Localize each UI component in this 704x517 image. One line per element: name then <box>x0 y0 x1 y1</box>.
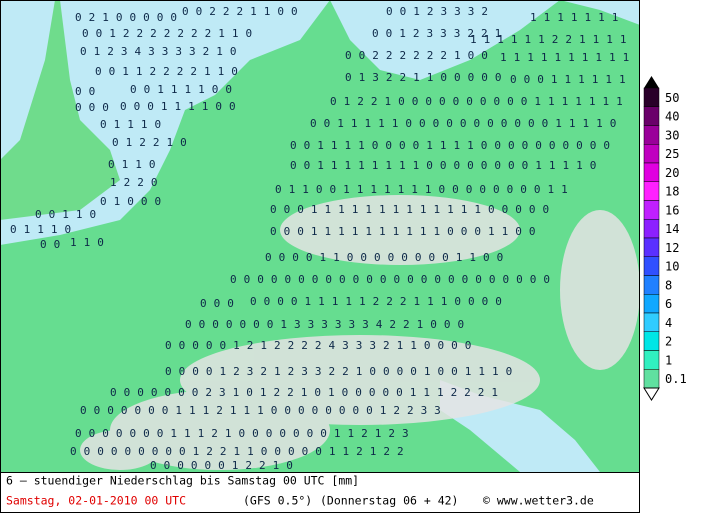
sea-north-east <box>560 0 640 25</box>
precip-row: 00011111111110001100 <box>270 225 542 238</box>
sea-atlantic <box>0 0 55 160</box>
footer-run: (Donnerstag 06 + 42) <box>320 494 458 508</box>
precip-row: 0122100000000001111111 <box>330 95 630 108</box>
footer-date: Samstag, 02-01-2010 00 UTC <box>6 494 186 508</box>
precip-row: 00000002310122101000001112221 <box>110 386 505 399</box>
colorbar-label: 18 <box>665 185 679 199</box>
colorbar-label: 30 <box>665 128 679 142</box>
colorbar-top-arrow <box>644 76 659 88</box>
carpathians <box>560 210 640 370</box>
precip-row: 00123332 <box>386 5 495 18</box>
precip-row: 02100000 <box>75 11 184 24</box>
precip-row: 000000000000000000000000 <box>230 273 557 286</box>
colorbar-segment <box>643 275 660 295</box>
colorbar-segment <box>643 369 660 389</box>
colorbar-bottom-arrow <box>643 387 660 401</box>
colorbar-label: 4 <box>665 316 672 330</box>
precip-row: 012343333210 <box>80 45 243 58</box>
precip-row: 110 <box>70 236 111 249</box>
precip-row: 0110 <box>108 158 163 171</box>
sea-baltic <box>330 0 560 80</box>
precip-row: 000 <box>200 297 241 310</box>
precip-row: 013221100000 <box>345 71 508 84</box>
precip-row: 000000011121110000000012233 <box>80 404 448 417</box>
colorbar-segment <box>643 87 660 107</box>
precip-row: 1111111 <box>530 11 625 24</box>
precip-row: 0000111112221110000 <box>250 295 509 308</box>
precip-row: 01110 <box>10 223 78 236</box>
precip-row: 000111111 <box>510 73 633 86</box>
colorbar-segment <box>643 294 660 314</box>
precip-row: 1111111111 <box>500 51 636 64</box>
colorbar-label: 25 <box>665 147 679 161</box>
precip-row: 0012333221 <box>372 27 508 40</box>
precip-row: 012210 <box>112 136 194 149</box>
colorbar-label: 10 <box>665 260 679 274</box>
precip-row: 000000013333334221000 <box>185 318 471 331</box>
colorbar-segment <box>643 256 660 276</box>
footer-box <box>0 472 640 513</box>
precip-row: 002221100 <box>182 5 305 18</box>
colorbar: 50 40 30 25 20 18 16 14 12 10 8 6 4 2 1 0.1 <box>643 76 687 401</box>
precip-row: 111111221111 <box>470 33 633 46</box>
colorbar-label: 12 <box>665 241 679 255</box>
colorbar-segment <box>643 350 660 370</box>
colorbar-segment <box>643 312 660 332</box>
colorbar-label: 2 <box>665 335 672 349</box>
colorbar-label: 40 <box>665 110 679 124</box>
massif <box>80 430 160 470</box>
precip-row: 0000000111210000000112123 <box>75 427 416 440</box>
precip-row: 001111000011110000000000 <box>290 139 617 152</box>
colorbar-label: 16 <box>665 203 679 217</box>
colorbar-label: 14 <box>665 222 679 236</box>
colorbar-segment <box>643 237 660 257</box>
precip-row: 01110 <box>100 118 168 131</box>
precip-row: 00 <box>75 85 102 98</box>
alps-west <box>110 390 330 470</box>
precip-row: 0000000001221100000112122 <box>70 445 411 458</box>
precip-row: 00111110000000000011110 <box>310 117 623 130</box>
colorbar-label: 50 <box>665 91 679 105</box>
precip-row: 00 <box>40 238 67 251</box>
precip-row: 00110 <box>35 208 103 221</box>
precip-row: 000 <box>75 101 116 114</box>
colorbar-label: 8 <box>665 278 672 292</box>
precip-row: 00000121222243332110000 <box>165 339 478 352</box>
footer-model: (GFS 0.5°) <box>243 494 312 508</box>
precip-row: 000111100 <box>120 100 243 113</box>
colorbar-segment <box>643 219 660 239</box>
precip-row: 000111111111111100000 <box>270 203 556 216</box>
footer-title: 6 – stuendiger Niederschlag bis Samstag … <box>6 474 359 488</box>
precip-row: 00001232123322100001001110 <box>165 365 519 378</box>
precip-row: 01000 <box>100 195 168 208</box>
precip-row: 000011000000001100 <box>265 251 510 264</box>
colorbar-label: 1 <box>665 353 672 367</box>
colorbar-segment <box>643 200 660 220</box>
colorbar-segment <box>643 331 660 351</box>
colorbar-segment <box>643 144 660 164</box>
footer-credit: © www.wetter3.de <box>483 494 594 508</box>
colorbar-segment <box>643 181 660 201</box>
precip-row: 00112222110 <box>95 65 245 78</box>
precip-row: 0012222222110 <box>82 27 259 40</box>
precip-row: 00111111110000000011110 <box>290 159 603 172</box>
precip-row: 00222222100 <box>345 49 495 62</box>
uplands <box>280 195 520 265</box>
precip-row: 0110011111110000000011 <box>275 183 575 196</box>
precip-row: 00000012210 <box>150 459 300 472</box>
mountains <box>80 195 640 470</box>
colorbar-segment <box>643 162 660 182</box>
precip-row: 1220 <box>110 176 165 189</box>
colorbar-segment <box>643 106 660 126</box>
colorbar-label: 20 <box>665 166 679 180</box>
colorbar-segment <box>643 125 660 145</box>
precip-row: 00111100 <box>130 83 239 96</box>
colorbar-label: 0.1 <box>665 372 687 386</box>
colorbar-label: 6 <box>665 297 672 311</box>
